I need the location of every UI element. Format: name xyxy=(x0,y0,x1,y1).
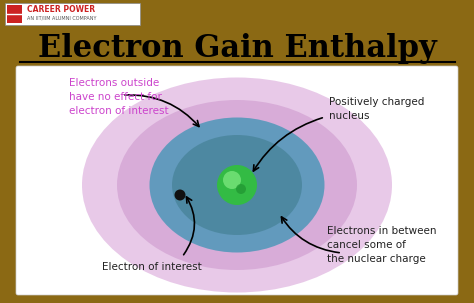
Bar xyxy=(5,3,140,25)
Circle shape xyxy=(223,171,241,189)
Text: Electron of interest: Electron of interest xyxy=(102,262,202,272)
Text: AN IIT/IIM ALUMNI COMPANY: AN IIT/IIM ALUMNI COMPANY xyxy=(27,15,97,21)
Circle shape xyxy=(217,165,257,205)
Bar xyxy=(7,5,22,23)
Text: Electron Gain Enthalpy: Electron Gain Enthalpy xyxy=(37,32,437,64)
Circle shape xyxy=(174,189,185,201)
Ellipse shape xyxy=(82,78,392,292)
Ellipse shape xyxy=(117,100,357,270)
Ellipse shape xyxy=(149,118,325,252)
Circle shape xyxy=(236,184,246,194)
Text: Electrons in between
cancel some of
the nuclear charge: Electrons in between cancel some of the … xyxy=(327,226,437,264)
Text: CAREER POWER: CAREER POWER xyxy=(27,5,95,14)
Text: Electrons outside
have no effect for
electron of interest: Electrons outside have no effect for ele… xyxy=(69,78,169,116)
Ellipse shape xyxy=(172,135,302,235)
FancyBboxPatch shape xyxy=(16,66,458,295)
Text: Positively charged
nucleus: Positively charged nucleus xyxy=(329,97,424,121)
